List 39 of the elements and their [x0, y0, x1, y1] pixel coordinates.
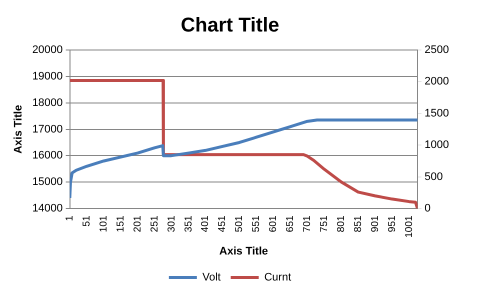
- x-tick-label: 851: [352, 215, 364, 232]
- y-tick-label: 19000: [32, 70, 63, 82]
- x-tick-label: 451: [217, 215, 228, 232]
- x-tick-label: 201: [132, 215, 144, 232]
- x-tick-label: 301: [166, 215, 178, 232]
- x-tick-label: 801: [336, 215, 347, 232]
- y-tick-label: 14000: [32, 202, 63, 215]
- y-tick-label: 16000: [32, 150, 63, 162]
- y-tick-label: 18000: [32, 96, 63, 109]
- y2-tick-label: 1000: [424, 139, 450, 152]
- y-tick-label: 17000: [32, 123, 63, 136]
- y-axis-title: Axis Title: [12, 104, 25, 154]
- chart-title: Chart Title: [180, 14, 280, 37]
- x-tick-label: 351: [183, 215, 194, 232]
- x-tick-label: 51: [82, 215, 92, 227]
- y-tick-label: 20000: [32, 44, 63, 56]
- x-tick-label: 101: [98, 215, 110, 232]
- x-tick-label: 401: [200, 215, 212, 232]
- x-tick-label: 1: [64, 215, 76, 222]
- x-tick-label: 751: [318, 215, 330, 232]
- legend-label: Volt: [202, 272, 221, 284]
- x-tick-label: 701: [302, 215, 314, 232]
- x-axis-title: Axis Title: [219, 245, 268, 258]
- x-tick-label: 251: [149, 215, 160, 232]
- x-tick-label: 551: [251, 215, 262, 232]
- y2-tick-label: 0: [424, 202, 431, 215]
- x-tick-label: 151: [115, 215, 126, 232]
- y-tick-label: 15000: [32, 176, 63, 188]
- legend-label: Curnt: [264, 272, 292, 284]
- x-tick-label: 1001: [404, 215, 415, 238]
- x-tick-label: 501: [234, 215, 246, 232]
- y2-tick-label: 2000: [424, 76, 450, 88]
- x-tick-label: 951: [386, 215, 398, 232]
- x-tick-label: 651: [285, 215, 296, 232]
- y2-tick-label: 500: [424, 170, 443, 183]
- y2-tick-label: 2500: [424, 44, 450, 56]
- x-tick-label: 901: [370, 215, 381, 232]
- x-tick-label: 601: [268, 215, 280, 232]
- y2-tick-label: 1500: [424, 107, 450, 120]
